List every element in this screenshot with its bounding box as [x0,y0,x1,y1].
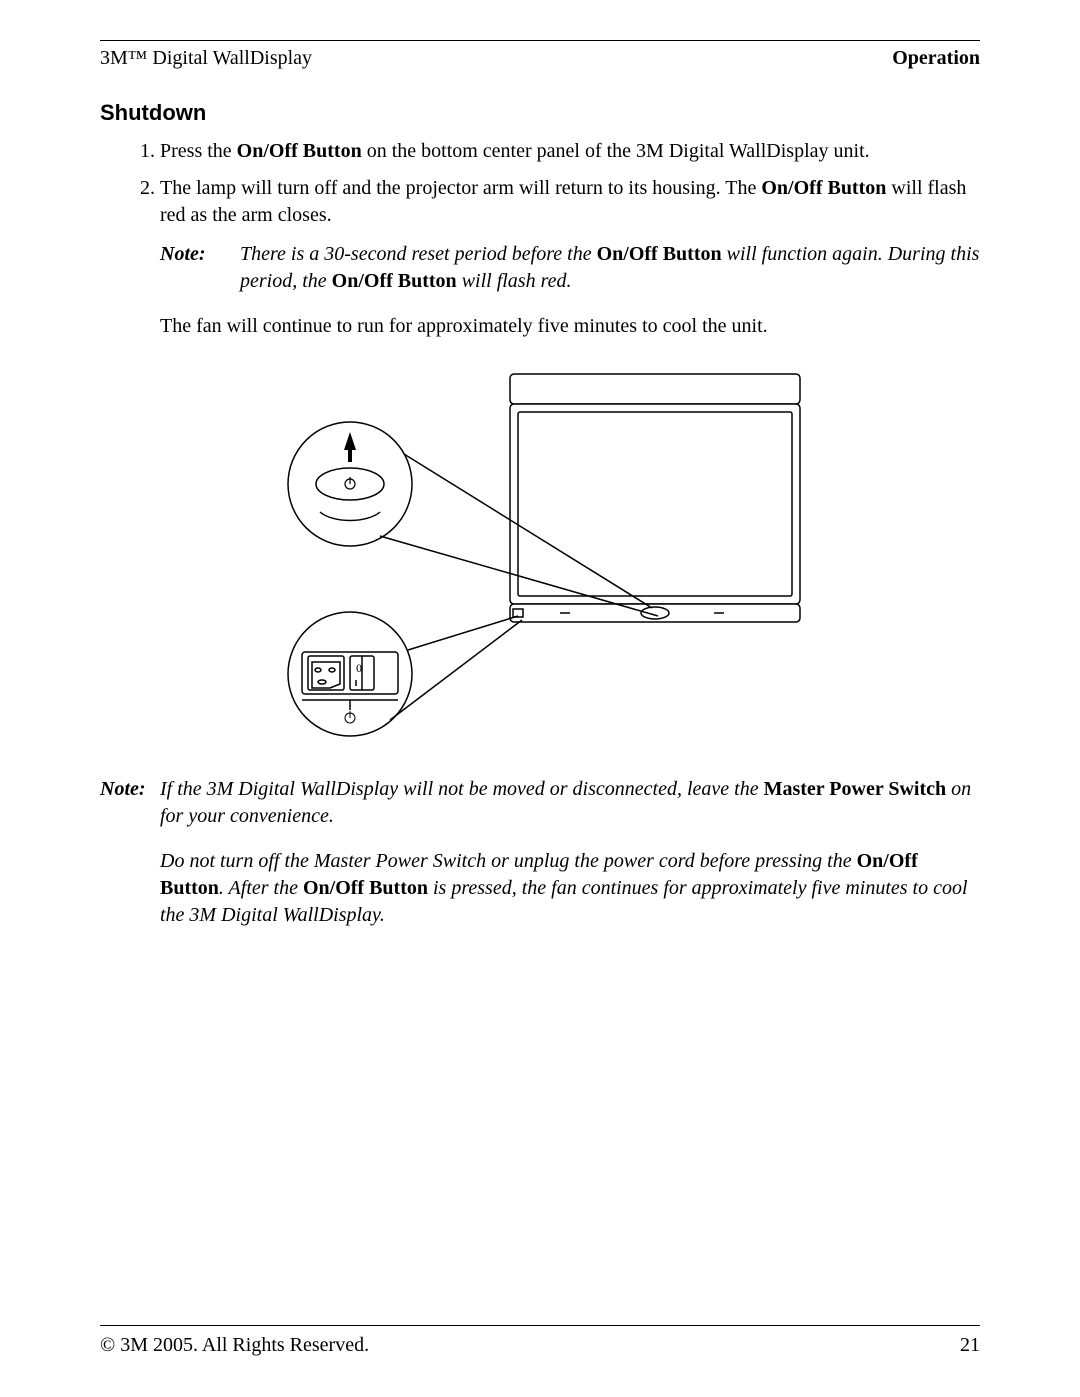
note2-p2-b2: On/Off Button [303,877,428,899]
footer-row: © 3M 2005. All Rights Reserved. 21 [100,1334,980,1357]
page: 3M™ Digital WallDisplay Operation Shutdo… [0,0,1080,1397]
note2-p1-b1: Master Power Switch [764,778,947,800]
device-diagram-svg: 0 [260,354,820,754]
header-row: 3M™ Digital WallDisplay Operation [100,47,980,70]
svg-text:0: 0 [356,661,362,675]
footer-page-number: 21 [960,1334,980,1357]
step1-bold: On/Off Button [237,140,362,162]
note1-b2: On/Off Button [332,270,457,292]
step1-pre: Press the [160,140,237,162]
fan-paragraph: The fan will continue to run for approxi… [160,313,980,340]
note2-label: Note: [100,776,160,947]
note2-p1: If the 3M Digital WallDisplay will not b… [160,776,980,830]
note1-body: There is a 30-second reset period before… [240,241,980,295]
section-title: Shutdown [100,100,980,126]
diagram: 0 [100,354,980,754]
footer: © 3M 2005. All Rights Reserved. 21 [100,1325,980,1357]
header-rule [100,40,980,41]
header-right: Operation [892,47,980,70]
note-1: Note: There is a 30-second reset period … [160,241,980,295]
step1-post: on the bottom center panel of the 3M Dig… [362,140,870,162]
note2-p1-t1: If the 3M Digital WallDisplay will not b… [160,778,764,800]
step2-bold: On/Off Button [761,177,886,199]
note2-body: If the 3M Digital WallDisplay will not b… [160,776,980,947]
note1-t3: will flash red. [457,270,572,292]
note-2: Note: If the 3M Digital WallDisplay will… [100,776,980,947]
footer-rule [100,1325,980,1326]
note1-b1: On/Off Button [597,243,722,265]
step-2: The lamp will turn off and the projector… [160,175,980,229]
note1-t1: There is a 30-second reset period before… [240,243,597,265]
note2-p2-t2: . After the [219,877,303,899]
note2-p2: Do not turn off the Master Power Switch … [160,848,980,929]
step-1: Press the On/Off Button on the bottom ce… [160,138,980,165]
header-left: 3M™ Digital WallDisplay [100,47,312,70]
footer-left: © 3M 2005. All Rights Reserved. [100,1334,369,1357]
note1-label: Note: [160,241,240,295]
note2-p2-t1: Do not turn off the Master Power Switch … [160,850,857,872]
steps-list: Press the On/Off Button on the bottom ce… [100,138,980,229]
step2-pre: The lamp will turn off and the projector… [160,177,761,199]
